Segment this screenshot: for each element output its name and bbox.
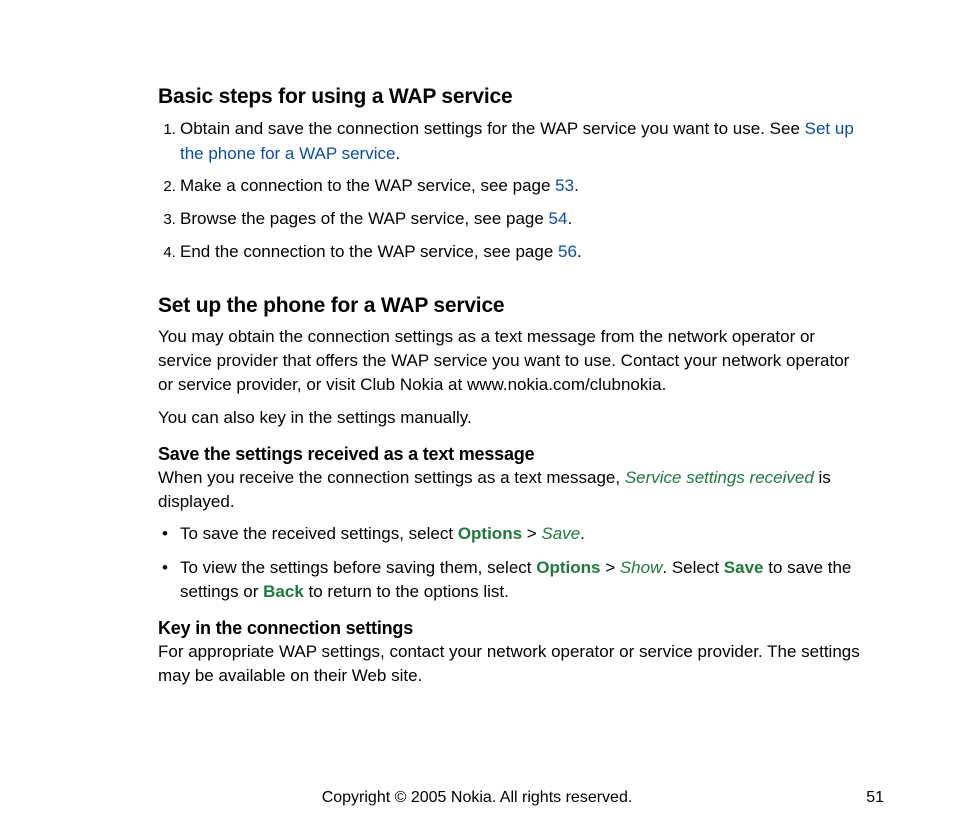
text-fragment: When you receive the connection settings… bbox=[158, 468, 625, 487]
save-settings-list: To save the received settings, select Op… bbox=[158, 522, 864, 604]
page-footer: Copyright © 2005 Nokia. All rights reser… bbox=[0, 777, 954, 807]
step-text: Browse the pages of the WAP service, see… bbox=[180, 209, 549, 228]
ui-label-back: Back bbox=[263, 582, 304, 601]
heading-save-settings: Save the settings received as a text mes… bbox=[158, 444, 864, 465]
ui-text-service-settings-received: Service settings received bbox=[625, 468, 814, 487]
document-page: Basic steps for using a WAP service Obta… bbox=[0, 0, 954, 829]
list-item: Browse the pages of the WAP service, see… bbox=[180, 207, 864, 232]
step-text: Obtain and save the connection settings … bbox=[180, 119, 805, 138]
copyright-text: Copyright © 2005 Nokia. All rights reser… bbox=[0, 789, 954, 807]
text-fragment: . Select bbox=[662, 558, 723, 577]
list-item: Obtain and save the connection settings … bbox=[180, 117, 864, 166]
separator: > bbox=[600, 558, 619, 577]
step-text-end: . bbox=[577, 242, 582, 261]
text-fragment: to return to the options list. bbox=[304, 582, 509, 601]
text-fragment: To save the received settings, select bbox=[180, 524, 458, 543]
save-settings-para: When you receive the connection settings… bbox=[158, 466, 864, 514]
list-item: End the connection to the WAP service, s… bbox=[180, 240, 864, 265]
setup-para-2: You can also key in the settings manuall… bbox=[158, 406, 864, 430]
key-in-para: For appropriate WAP settings, contact yo… bbox=[158, 640, 864, 688]
page-number: 51 bbox=[866, 789, 884, 807]
list-item: Make a connection to the WAP service, se… bbox=[180, 174, 864, 199]
basic-steps-list: Obtain and save the connection settings … bbox=[158, 117, 864, 264]
heading-basic-steps: Basic steps for using a WAP service bbox=[158, 85, 864, 109]
link-page-54[interactable]: 54 bbox=[549, 209, 568, 228]
ui-label-options: Options bbox=[458, 524, 522, 543]
ui-label-options: Options bbox=[536, 558, 600, 577]
separator: > bbox=[522, 524, 541, 543]
link-page-53[interactable]: 53 bbox=[555, 176, 574, 195]
step-text-end: . bbox=[567, 209, 572, 228]
setup-para-1: You may obtain the connection settings a… bbox=[158, 325, 864, 397]
heading-setup-phone: Set up the phone for a WAP service bbox=[158, 294, 864, 318]
heading-key-in: Key in the connection settings bbox=[158, 618, 864, 639]
list-item: To view the settings before saving them,… bbox=[180, 556, 864, 604]
step-text: End the connection to the WAP service, s… bbox=[180, 242, 558, 261]
step-text-end: . bbox=[574, 176, 579, 195]
step-text: Make a connection to the WAP service, se… bbox=[180, 176, 555, 195]
link-page-56[interactable]: 56 bbox=[558, 242, 577, 261]
text-fragment: . bbox=[580, 524, 585, 543]
ui-label-save: Save bbox=[724, 558, 764, 577]
ui-label-save: Save bbox=[541, 524, 580, 543]
step-text-end: . bbox=[395, 144, 400, 163]
ui-label-show: Show bbox=[620, 558, 663, 577]
text-fragment: To view the settings before saving them,… bbox=[180, 558, 536, 577]
list-item: To save the received settings, select Op… bbox=[180, 522, 864, 546]
